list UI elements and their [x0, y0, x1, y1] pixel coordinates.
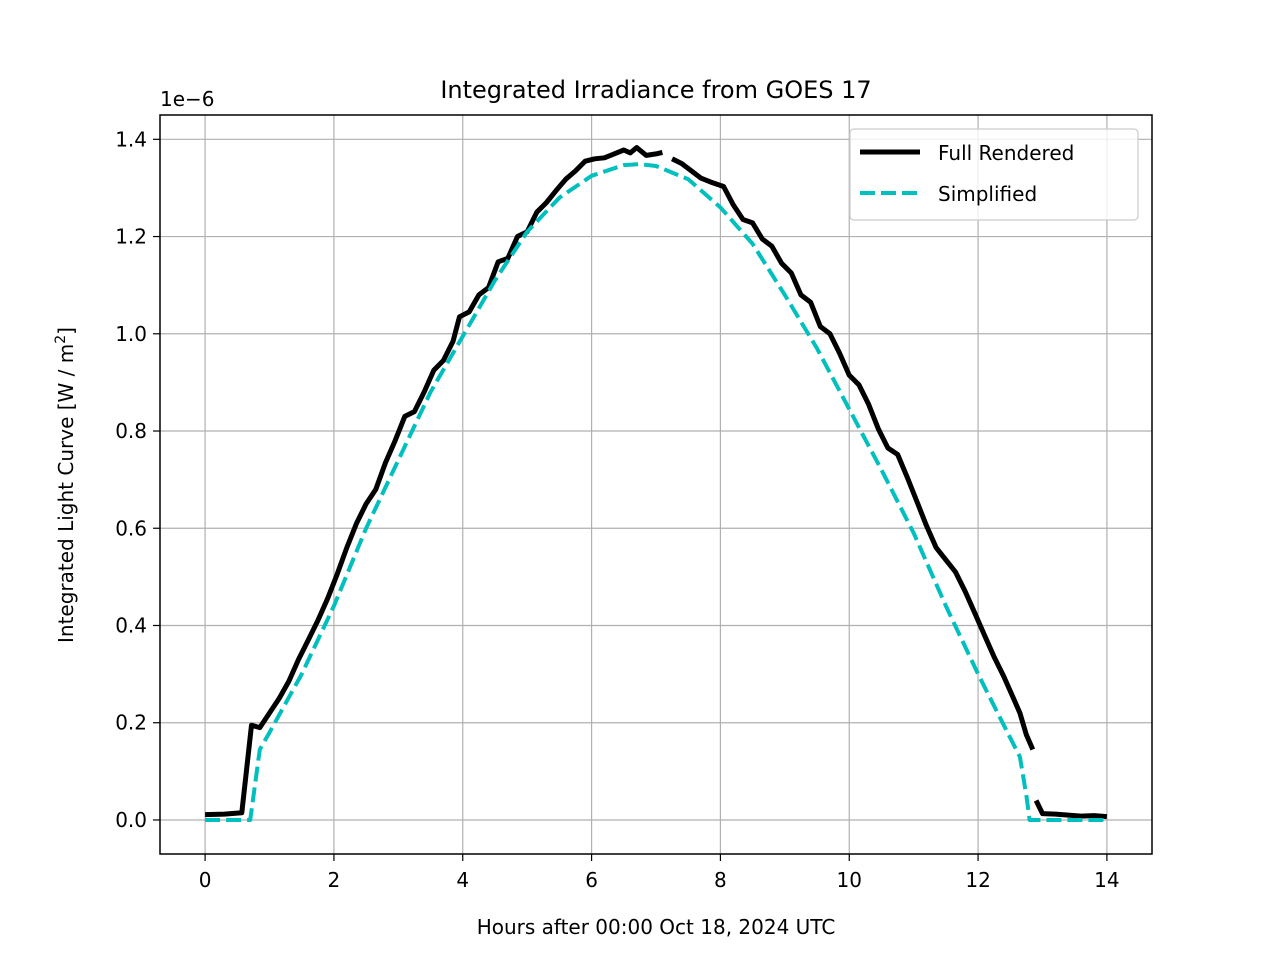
y-scale-label: 1e−6: [160, 87, 215, 111]
y-tick-label: 1.4: [115, 127, 147, 151]
series-line-simplified: [205, 162, 1107, 822]
y-tick-label: 1.2: [115, 225, 147, 249]
legend-label-full-rendered: Full Rendered: [938, 141, 1074, 165]
y-tick-label: 0.2: [115, 711, 147, 735]
y-tick-label: 0.0: [115, 808, 147, 832]
x-tick-label: 12: [965, 868, 990, 892]
y-axis-label: Integrated Light Curve [W / m2]: [53, 327, 78, 643]
chart-title: Integrated Irradiance from GOES 17: [440, 76, 871, 104]
x-tick-label: 2: [328, 868, 341, 892]
y-axis-label-main: Integrated Light Curve [W / m: [54, 344, 78, 643]
y-tick-label: 0.8: [115, 419, 147, 443]
legend-label-simplified: Simplified: [938, 182, 1037, 206]
x-axis-label: Hours after 00:00 Oct 18, 2024 UTC: [477, 915, 836, 939]
plot-frame: [159, 114, 1153, 855]
y-tick-label: 0.4: [115, 613, 147, 637]
legend-box: [849, 128, 1139, 221]
series-line-full-rendered: [670, 156, 1036, 751]
y-axis-label-end: ]: [54, 327, 78, 335]
x-tick-label: 0: [199, 868, 212, 892]
series-line-full-rendered: [1033, 799, 1108, 820]
series-line-full-rendered: [205, 145, 663, 818]
y-tick-label: 1.0: [115, 322, 147, 346]
x-tick-label: 6: [585, 868, 598, 892]
x-ticks: 0 2 4 6 8 10 12 14: [199, 854, 1120, 892]
x-tick-label: 8: [714, 868, 727, 892]
series-layer: [205, 145, 1108, 822]
y-ticks: 0.0 0.2 0.4 0.6 0.8 1.0 1.2 1.4: [115, 127, 160, 832]
y-tick-label: 0.6: [115, 516, 147, 540]
grid: [160, 115, 1152, 854]
x-tick-label: 4: [456, 868, 469, 892]
x-tick-label: 14: [1094, 868, 1119, 892]
y-axis-label-sup: 2: [53, 335, 69, 344]
x-tick-label: 10: [837, 868, 862, 892]
legend: Full Rendered Simplified: [849, 128, 1139, 221]
